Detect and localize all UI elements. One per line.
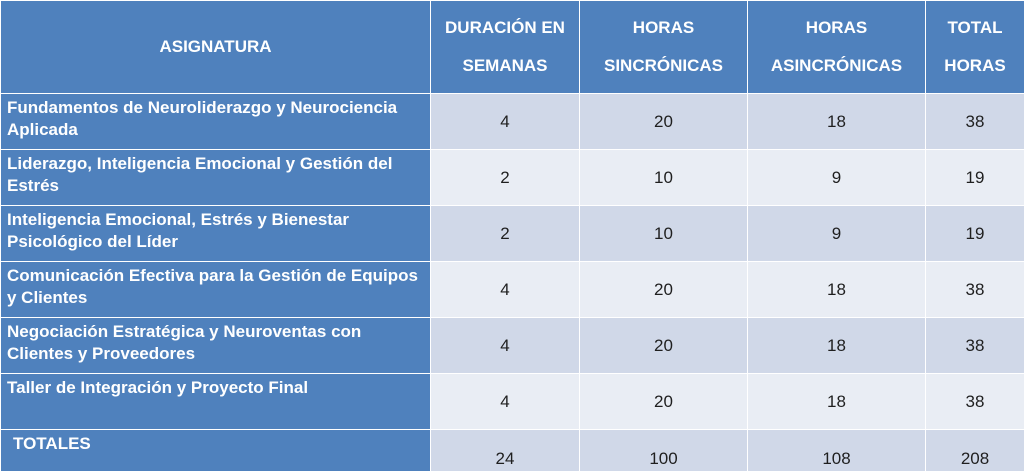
total-hours-cell: 19 [926, 206, 1024, 262]
weeks-cell: 2 [431, 150, 580, 206]
header-total-line2: HORAS [926, 47, 1024, 85]
table-row: Inteligencia Emocional, Estrés y Bienest… [1, 206, 1024, 262]
header-sync-line1: HORAS [580, 9, 747, 47]
sync-hours-cell: 10 [580, 206, 748, 262]
sync-hours-cell: 20 [580, 374, 748, 430]
header-sync-hours: HORAS SINCRÓNICAS [580, 1, 748, 94]
totals-sync-hours: 100 [580, 430, 748, 472]
total-hours-cell: 38 [926, 374, 1024, 430]
async-hours-cell: 18 [748, 318, 926, 374]
header-row: ASIGNATURA DURACIÓN EN SEMANAS HORAS SIN… [1, 1, 1024, 94]
header-total-line1: TOTAL [926, 9, 1024, 47]
total-hours-cell: 38 [926, 262, 1024, 318]
header-subject: ASIGNATURA [1, 1, 431, 94]
header-subject-label: ASIGNATURA [1, 28, 430, 66]
table-row: Negociación Estratégica y Neuroventas co… [1, 318, 1024, 374]
totals-row: TOTALES 24 100 108 208 [1, 430, 1024, 472]
table-row: Taller de Integración y Proyecto Final 4… [1, 374, 1024, 430]
totals-weeks: 24 [431, 430, 580, 472]
subject-cell: Negociación Estratégica y Neuroventas co… [1, 318, 431, 374]
async-hours-cell: 18 [748, 262, 926, 318]
table-row: Fundamentos de Neuroliderazgo y Neurocie… [1, 94, 1024, 150]
header-sync-line2: SINCRÓNICAS [580, 47, 747, 85]
table-row: Comunicación Efectiva para la Gestión de… [1, 262, 1024, 318]
sync-hours-cell: 10 [580, 150, 748, 206]
header-weeks-line1: DURACIÓN EN [431, 9, 579, 47]
header-async-line1: HORAS [748, 9, 925, 47]
total-hours-cell: 38 [926, 94, 1024, 150]
weeks-cell: 2 [431, 206, 580, 262]
total-hours-cell: 38 [926, 318, 1024, 374]
totals-async-hours: 108 [748, 430, 926, 472]
weeks-cell: 4 [431, 94, 580, 150]
async-hours-cell: 9 [748, 150, 926, 206]
total-hours-cell: 19 [926, 150, 1024, 206]
totals-label: TOTALES [1, 430, 431, 472]
header-total-hours: TOTAL HORAS [926, 1, 1024, 94]
async-hours-cell: 18 [748, 374, 926, 430]
subject-cell: Liderazgo, Inteligencia Emocional y Gest… [1, 150, 431, 206]
weeks-cell: 4 [431, 318, 580, 374]
sync-hours-cell: 20 [580, 94, 748, 150]
sync-hours-cell: 20 [580, 318, 748, 374]
subject-cell: Taller de Integración y Proyecto Final [1, 374, 431, 430]
async-hours-cell: 9 [748, 206, 926, 262]
header-async-hours: HORAS ASINCRÓNICAS [748, 1, 926, 94]
subject-cell: Inteligencia Emocional, Estrés y Bienest… [1, 206, 431, 262]
table-row: Liderazgo, Inteligencia Emocional y Gest… [1, 150, 1024, 206]
totals-total-hours: 208 [926, 430, 1024, 472]
subject-cell: Comunicación Efectiva para la Gestión de… [1, 262, 431, 318]
header-async-line2: ASINCRÓNICAS [748, 47, 925, 85]
async-hours-cell: 18 [748, 94, 926, 150]
weeks-cell: 4 [431, 262, 580, 318]
subject-cell: Fundamentos de Neuroliderazgo y Neurocie… [1, 94, 431, 150]
header-weeks-line2: SEMANAS [431, 47, 579, 85]
header-weeks: DURACIÓN EN SEMANAS [431, 1, 580, 94]
weeks-cell: 4 [431, 374, 580, 430]
sync-hours-cell: 20 [580, 262, 748, 318]
